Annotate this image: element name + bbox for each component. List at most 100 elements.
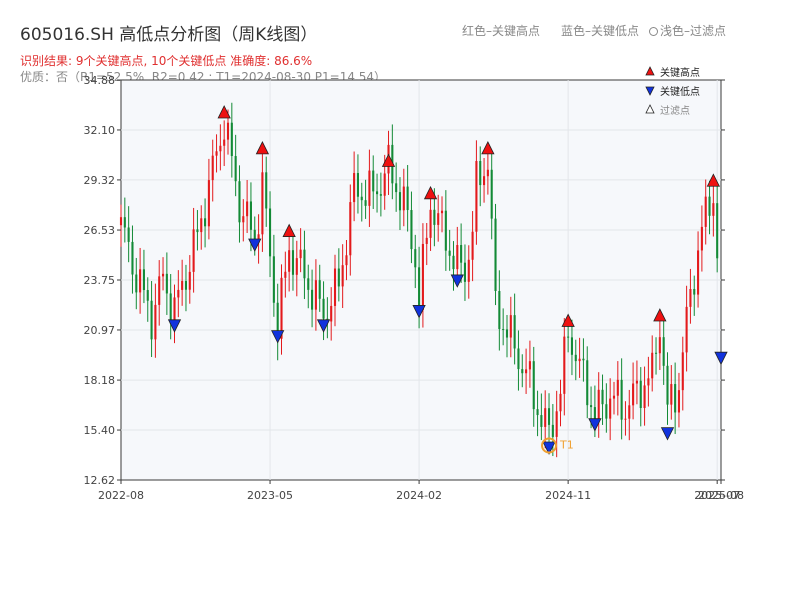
candle-body — [628, 405, 631, 419]
candle-body — [536, 409, 539, 416]
candle-body — [246, 201, 249, 217]
candle-body — [620, 379, 623, 420]
candle-body — [299, 249, 302, 259]
candle-body — [142, 269, 145, 291]
candle-body — [616, 379, 619, 396]
candle-body — [322, 298, 325, 319]
candle-body — [505, 329, 509, 338]
candle-body — [590, 405, 593, 408]
candle-body — [360, 196, 363, 201]
candle-body — [349, 202, 352, 256]
candle-body — [215, 151, 218, 156]
candle-body — [578, 358, 581, 362]
candle-body — [662, 337, 665, 366]
candle-body — [318, 280, 321, 299]
y-tick-label: 12.62 — [84, 474, 116, 487]
candle-body — [429, 209, 432, 238]
candle-body — [345, 255, 348, 266]
y-tick-label: 26.53 — [84, 224, 116, 237]
candle-body — [670, 384, 673, 405]
x-tick-label: 2024-11 — [545, 489, 591, 502]
key-high-marker — [381, 153, 396, 167]
axis-layer: 12.62 15.40 18.18 20.97 23.75 26.53 29.32 32.10… — [84, 74, 744, 502]
legend-marker-1 — [645, 86, 655, 96]
candle-body — [567, 336, 570, 338]
candle-body — [437, 213, 440, 225]
candle-body — [693, 288, 696, 295]
candle-body — [502, 329, 505, 331]
candle-body — [169, 293, 172, 324]
key-high-marker — [217, 105, 231, 119]
candle-body — [582, 358, 585, 361]
candle-body — [712, 203, 715, 216]
candle-body — [337, 268, 340, 287]
candle-body — [597, 389, 600, 420]
candle-body — [509, 315, 512, 338]
candle-body — [544, 408, 547, 427]
candle-body — [708, 196, 711, 216]
candle-body — [635, 380, 638, 384]
candle-layer — [119, 102, 719, 458]
key-low-marker — [660, 427, 675, 441]
candle-body — [242, 216, 245, 223]
candle-body — [532, 361, 535, 410]
candle-body — [219, 145, 222, 152]
candle-body — [674, 384, 677, 413]
candle-body — [570, 337, 574, 355]
recognition-result: 识别结果: 9个关键高点, 10个关键低点 准确度: 86.6% — [20, 54, 313, 68]
candle-body — [700, 226, 703, 251]
legend-hint-filtered-label: 浅色–过滤点 — [660, 24, 727, 38]
candle-body — [521, 369, 524, 374]
candle-body — [379, 194, 382, 196]
candle-body — [226, 122, 230, 140]
candle-body — [601, 389, 604, 405]
candle-body — [483, 176, 486, 186]
candle-body — [161, 273, 165, 277]
x-tick-label: 2023-05 — [247, 489, 293, 502]
candle-body — [333, 268, 337, 306]
candle-body — [181, 281, 184, 290]
candle-body — [486, 169, 489, 177]
t1-marker-ring — [541, 437, 558, 454]
y-tick-label: 18.18 — [84, 374, 116, 387]
candle-body — [196, 229, 199, 233]
candle-body — [135, 274, 138, 293]
candle-body — [154, 304, 157, 340]
candle-body — [204, 218, 207, 227]
key-high-marker — [282, 223, 296, 237]
candle-body — [364, 200, 367, 206]
candle-body — [295, 258, 298, 275]
candle-body — [475, 160, 478, 232]
candle-body — [479, 160, 482, 186]
candle-body — [356, 173, 359, 197]
candle-body — [639, 380, 642, 409]
candle-body — [540, 415, 543, 427]
key-low-marker — [412, 305, 426, 319]
candle-body — [341, 265, 344, 287]
candle-body — [658, 337, 661, 354]
candle-body — [704, 196, 707, 227]
candle-body — [372, 170, 375, 192]
candle-body — [158, 276, 161, 305]
candle-body — [265, 172, 268, 209]
candle-body — [414, 249, 417, 268]
candle-body — [559, 393, 562, 412]
candle-body — [467, 259, 470, 282]
key-low-marker — [714, 351, 728, 366]
candle-body — [330, 305, 333, 322]
candle-body — [353, 173, 356, 203]
x-tick-label: 2025-08 — [698, 489, 744, 502]
legend-label: 关键低点 — [660, 85, 700, 98]
legend-marker-0 — [645, 66, 655, 76]
key-low-marker — [316, 319, 331, 333]
candle-body — [563, 336, 566, 394]
candle-body — [280, 277, 283, 339]
candle-body — [165, 273, 168, 294]
candle-body — [184, 281, 188, 290]
candle-body — [257, 234, 260, 243]
key-high-marker — [423, 185, 438, 200]
candle-body — [402, 186, 405, 211]
candle-body — [234, 156, 237, 182]
legend-label: 过滤点 — [660, 104, 690, 117]
